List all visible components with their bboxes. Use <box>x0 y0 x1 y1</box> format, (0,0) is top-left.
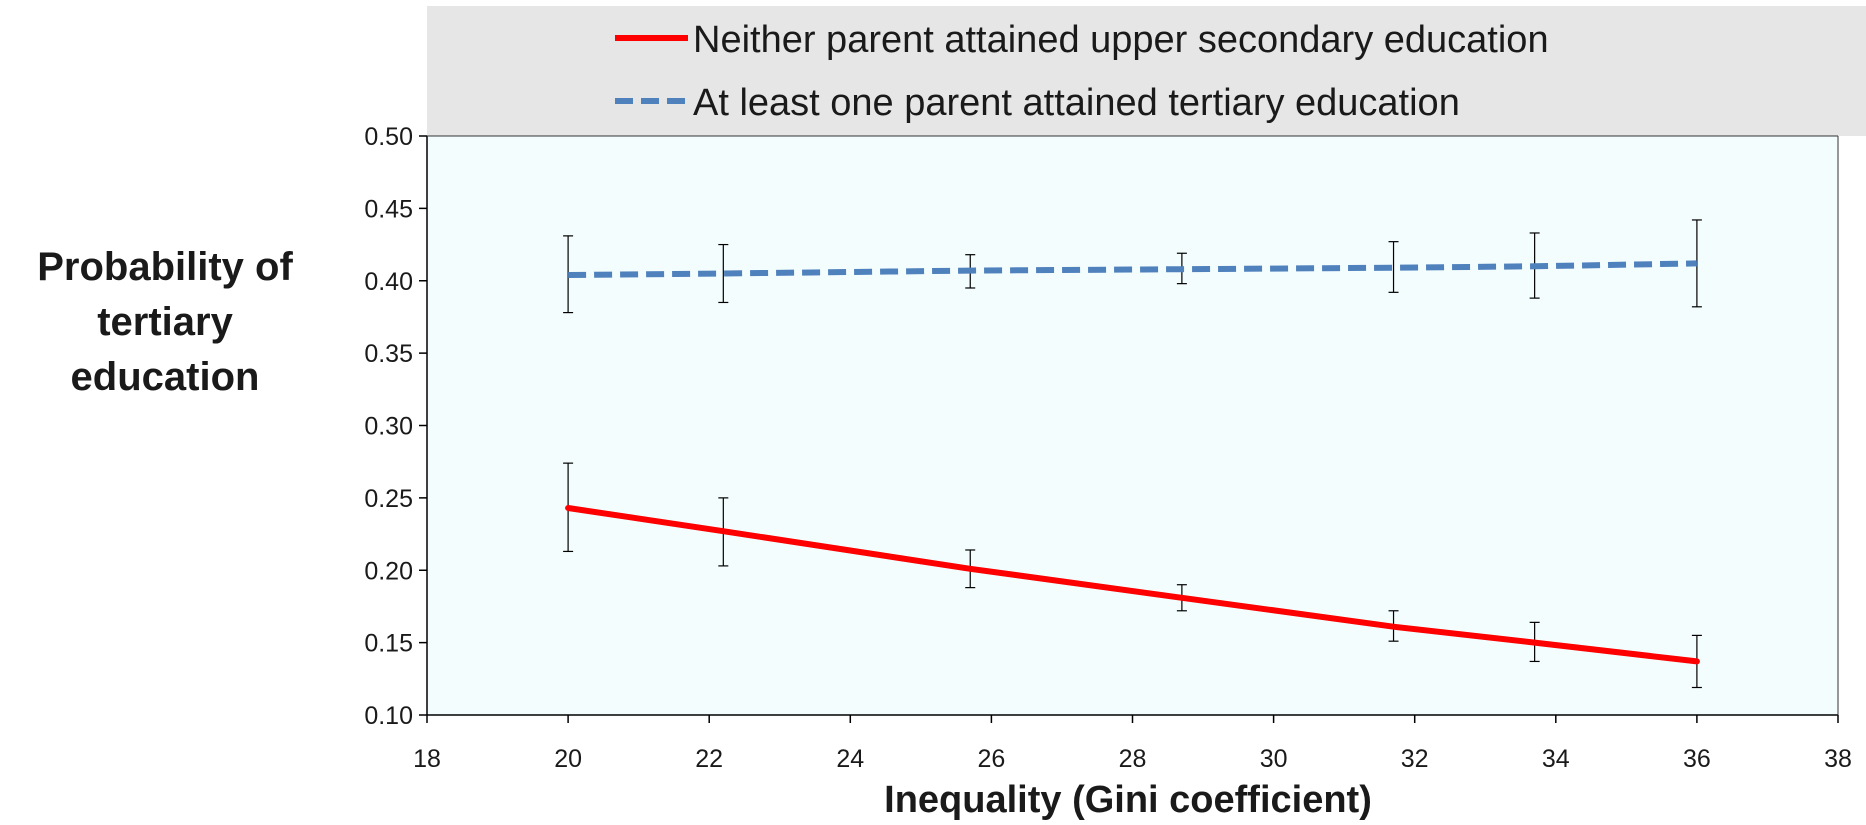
legend-label-2: At least one parent attained tertiary ed… <box>693 82 1460 124</box>
legend: Neither parent attained upper secondary … <box>615 19 1549 124</box>
y-tick-label: 0.50 <box>364 123 413 151</box>
y-tick-label: 0.20 <box>364 557 413 585</box>
y-tick-label: 0.40 <box>364 268 413 296</box>
series-line-2 <box>568 260 1697 278</box>
series-lines <box>565 260 1700 665</box>
legend-background <box>427 6 1866 136</box>
x-tick-label: 36 <box>1683 745 1711 773</box>
y-axis-label-line-1: Probability of <box>37 245 293 289</box>
legend-label-1: Neither parent attained upper secondary … <box>693 19 1549 61</box>
y-axis-ticks: 0.10 0.15 0.20 0.25 0.30 0.35 0.40 0.45 0.50 <box>364 123 427 730</box>
y-tick-label: 0.30 <box>364 413 413 441</box>
x-tick-label: 20 <box>554 745 582 773</box>
x-tick-label: 32 <box>1401 745 1429 773</box>
x-tick-label: 22 <box>695 745 723 773</box>
series-line-1 <box>565 505 1700 665</box>
plot-area <box>427 136 1838 715</box>
y-axis-label-line-2: tertiary <box>97 300 233 344</box>
y-axis-label: Probability of tertiary education <box>0 240 330 405</box>
x-tick-label: 26 <box>977 745 1005 773</box>
y-tick-label: 0.10 <box>364 702 413 730</box>
x-axis-label: Inequality (Gini coefficient) <box>884 779 1372 821</box>
x-tick-label: 38 <box>1824 745 1852 773</box>
x-tick-label: 28 <box>1119 745 1147 773</box>
x-tick-label: 30 <box>1260 745 1288 773</box>
x-tick-label: 24 <box>836 745 864 773</box>
x-axis-ticks: 18 20 22 24 26 28 30 32 34 36 38 <box>413 715 1852 773</box>
y-tick-label: 0.15 <box>364 630 413 658</box>
y-axis-label-line-3: education <box>70 355 260 399</box>
x-tick-label: 34 <box>1542 745 1570 773</box>
y-tick-label: 0.35 <box>364 340 413 368</box>
y-tick-label: 0.25 <box>364 485 413 513</box>
x-tick-label: 18 <box>413 745 441 773</box>
y-tick-label: 0.45 <box>364 195 413 223</box>
